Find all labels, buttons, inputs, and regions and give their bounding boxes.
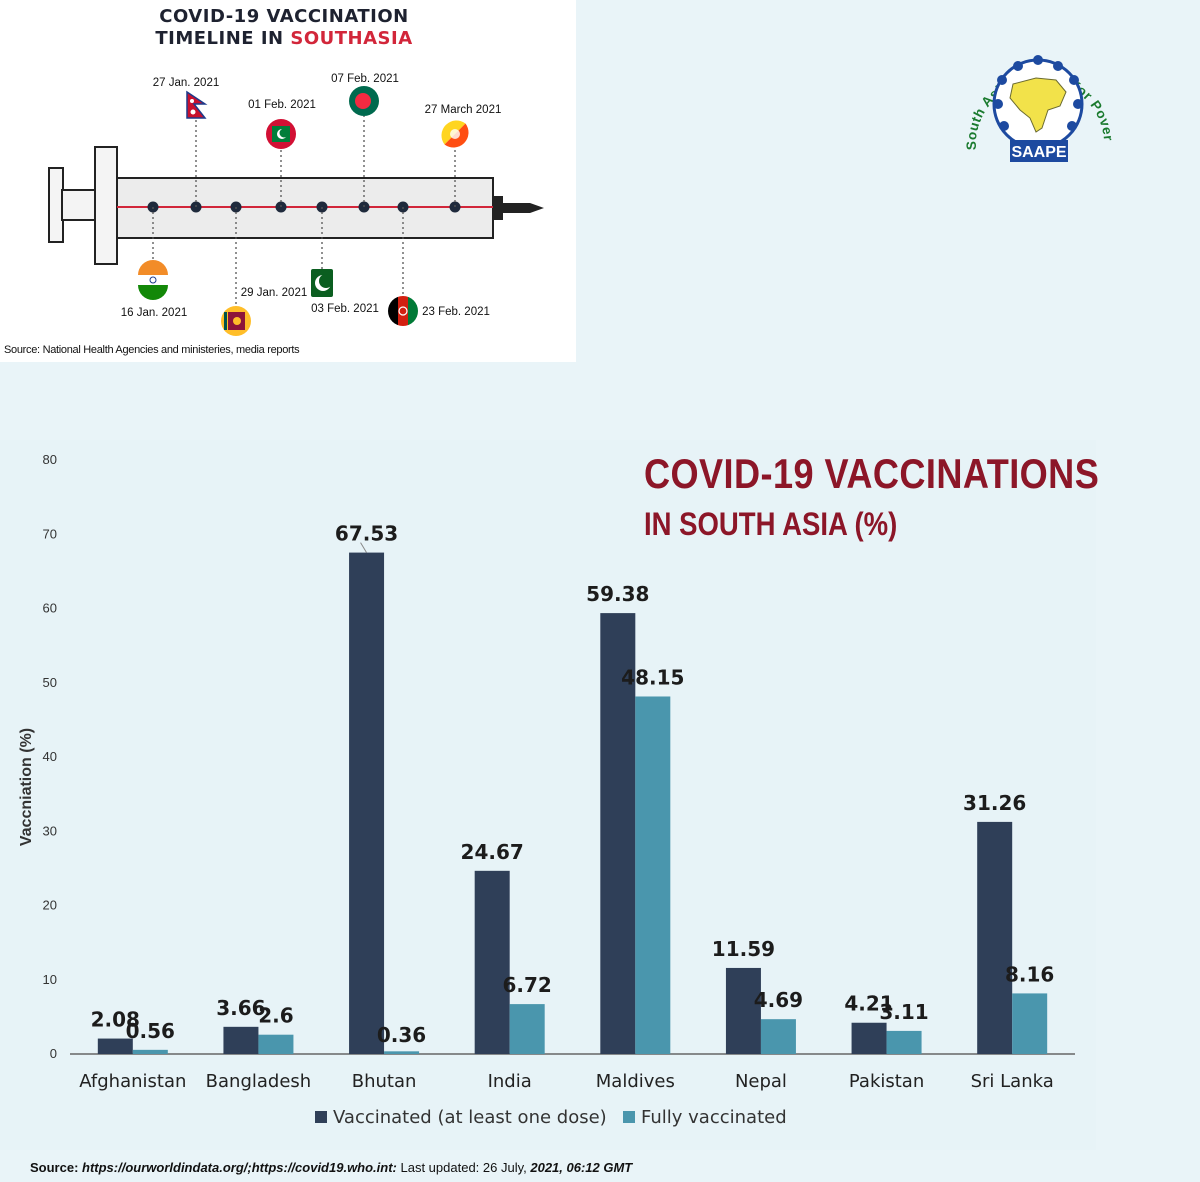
legend-swatch	[623, 1111, 635, 1123]
category-label: Sri Lanka	[971, 1071, 1054, 1092]
y-tick-label: 10	[43, 972, 57, 987]
pakistan-flag-icon	[311, 269, 333, 297]
afghanistan-flag-icon	[388, 296, 418, 326]
timeline-date: 16 Jan. 2021	[121, 307, 188, 319]
y-tick-label: 30	[43, 823, 57, 838]
data-label: 31.26	[963, 791, 1026, 815]
data-label: 0.36	[377, 1023, 426, 1047]
footer-source: Source: https://ourworldindata.org/;http…	[30, 1160, 633, 1175]
data-label: 3.11	[879, 1000, 928, 1024]
y-tick-label: 80	[43, 452, 57, 467]
timeline-date: 27 March 2021	[425, 104, 502, 116]
category-label: Nepal	[735, 1071, 787, 1092]
data-label: 2.6	[258, 1004, 293, 1028]
bhutan-flag-icon	[440, 119, 470, 149]
data-label: 11.59	[712, 937, 775, 961]
bar	[132, 1049, 168, 1054]
saape-logo: South Asia Alliance for Poverty Eradicat…	[958, 22, 1116, 162]
y-tick-label: 20	[43, 898, 57, 913]
data-label: 0.56	[126, 1019, 175, 1043]
bar-chart: 0 10 20 30 40 50 60 70 80 Vaccniation (%) 2.080.5…	[18, 452, 1075, 1128]
bar	[223, 1026, 259, 1054]
maldives-flag-icon	[266, 119, 296, 149]
timeline-source: Source: National Health Agencies and min…	[4, 344, 300, 356]
timeline-date: 01 Feb. 2021	[248, 99, 316, 111]
timeline-panel: 27 Jan. 2021 01 Feb. 2021 07 Feb. 2021 27 M…	[0, 0, 576, 362]
nepal-flag-icon	[186, 90, 208, 119]
legend-label: Vaccinated (at least one dose)	[333, 1107, 607, 1128]
category-label: India	[488, 1071, 532, 1092]
timeline-title-line1: COVID-19 VACCINATION	[159, 6, 409, 27]
data-label: 6.72	[503, 973, 552, 997]
y-tick-label: 0	[50, 1046, 57, 1061]
bar	[384, 1051, 420, 1054]
bar	[1012, 993, 1048, 1054]
category-label: Bhutan	[352, 1071, 417, 1092]
bar	[474, 870, 510, 1054]
data-label: 4.21	[844, 992, 893, 1016]
bar	[600, 613, 636, 1054]
category-label: Pakistan	[849, 1071, 924, 1092]
data-label: 4.69	[754, 988, 803, 1012]
y-tick-label: 60	[43, 601, 57, 616]
timeline-date: 07 Feb. 2021	[331, 73, 399, 85]
legend-swatch	[315, 1111, 327, 1123]
bar	[851, 1022, 887, 1054]
timeline-date: 03 Feb. 2021	[311, 303, 379, 315]
timeline-date: 23 Feb. 2021	[422, 306, 490, 318]
syringe-graphic: 27 Jan. 2021 01 Feb. 2021 07 Feb. 2021 27 M…	[48, 73, 544, 336]
bangladesh-flag-icon	[349, 86, 379, 116]
bar	[760, 1019, 796, 1054]
bar	[725, 967, 761, 1054]
data-label: 8.16	[1005, 962, 1054, 986]
bar	[258, 1034, 294, 1054]
india-flag-icon	[138, 260, 168, 300]
bar	[509, 1004, 545, 1054]
legend-label: Fully vaccinated	[641, 1107, 787, 1128]
bar	[97, 1038, 133, 1054]
y-tick-label: 70	[43, 526, 57, 541]
data-label: 2.08	[91, 1008, 140, 1032]
category-label: Bangladesh	[206, 1071, 312, 1092]
y-axis-label: Vaccniation (%)	[18, 728, 35, 846]
category-label: Afghanistan	[79, 1071, 186, 1092]
data-label: 67.53	[335, 522, 398, 546]
timeline-date: 29 Jan. 2021	[241, 287, 308, 299]
timeline-title-line2: TIMELINE IN SOUTHASIA	[155, 28, 413, 49]
y-tick-label: 50	[43, 675, 57, 690]
bar	[886, 1030, 922, 1054]
category-label: Maldives	[596, 1071, 675, 1092]
y-tick-label: 40	[43, 749, 57, 764]
srilanka-flag-icon	[221, 306, 251, 336]
timeline-date: 27 Jan. 2021	[153, 77, 220, 89]
chart-title: COVID-19 VACCINATIONS	[644, 450, 1100, 497]
bar	[349, 552, 385, 1054]
chart-subtitle: IN SOUTH ASIA (%)	[644, 506, 898, 542]
logo-label: SAAPE	[1011, 144, 1066, 161]
data-label: 24.67	[461, 840, 524, 864]
bar	[977, 821, 1013, 1054]
data-label: 3.66	[216, 996, 265, 1020]
bar	[635, 696, 671, 1054]
data-label: 59.38	[586, 582, 649, 606]
data-label: 48.15	[621, 665, 684, 689]
